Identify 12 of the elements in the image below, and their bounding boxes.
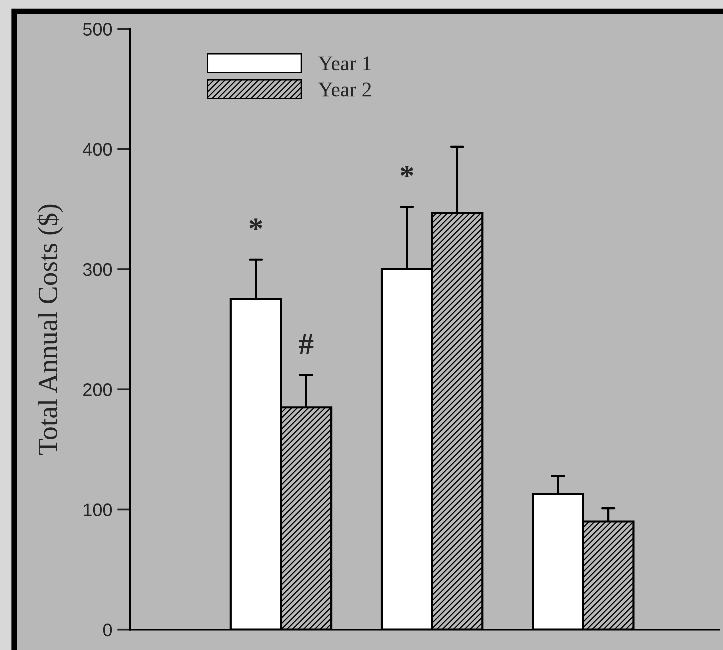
y-tick-label: 0 <box>103 624 112 637</box>
y-tick-label: 500 <box>83 23 112 36</box>
legend-label: Year 1 <box>318 56 371 71</box>
y-tick-label: 100 <box>84 504 112 516</box>
y-tick-label: 200 <box>84 384 112 396</box>
data-label: # <box>299 334 314 354</box>
y-axis-title: Total Annual Costs ($) <box>37 204 64 455</box>
data-label: * <box>400 166 414 178</box>
legend-label: Year 2 <box>318 82 372 97</box>
y-tick-label: 400 <box>83 143 112 156</box>
data-label: * <box>250 218 262 230</box>
y-tick-label: 300 <box>83 263 112 276</box>
